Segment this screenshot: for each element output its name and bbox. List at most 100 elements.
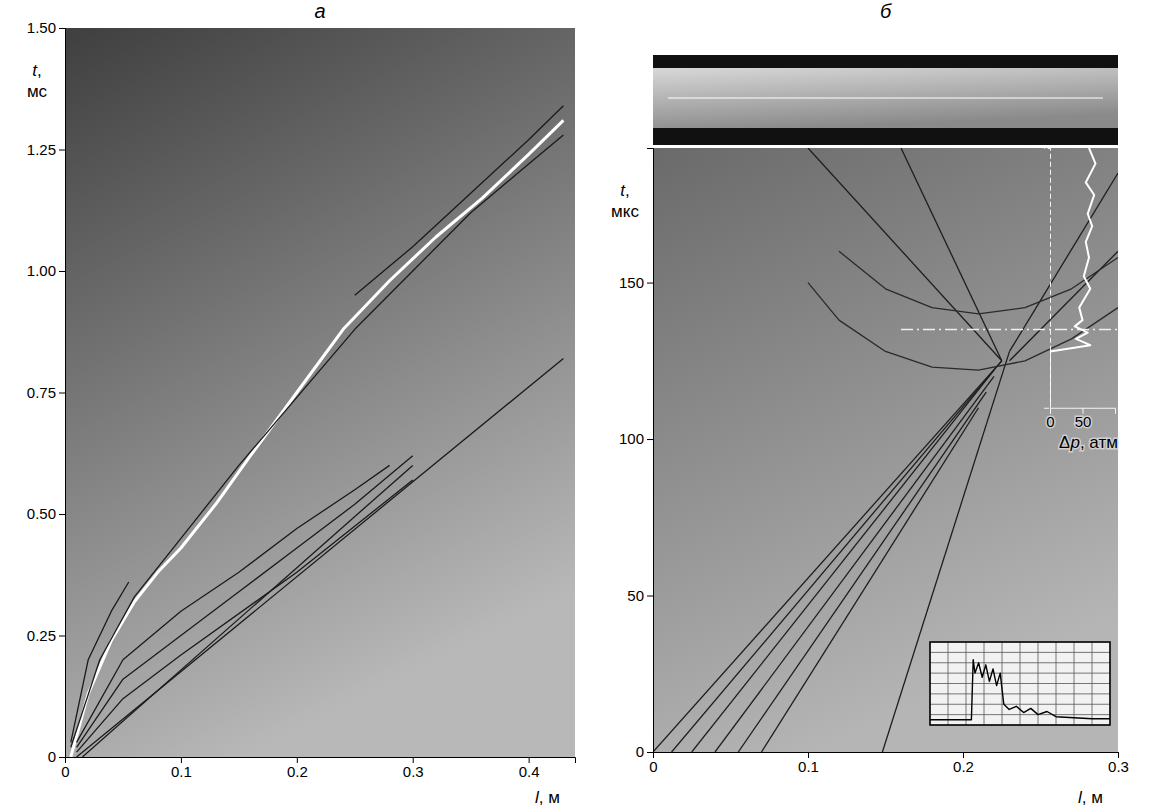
tick: 0.2 bbox=[953, 752, 974, 775]
trace bbox=[355, 106, 564, 296]
axis-line bbox=[66, 758, 576, 764]
tube-bore bbox=[653, 68, 1118, 128]
tick: 1.50 bbox=[27, 19, 65, 36]
tick-label: 0.75 bbox=[27, 384, 56, 401]
tick-label: 0.3 bbox=[1108, 758, 1129, 775]
tick: 0 bbox=[48, 748, 65, 765]
trace bbox=[71, 582, 129, 742]
tick: 150 bbox=[619, 274, 653, 291]
frame bbox=[930, 642, 1110, 725]
plot-area bbox=[71, 106, 564, 757]
tick: 0 bbox=[61, 757, 69, 780]
tube-streak bbox=[668, 98, 1103, 99]
tick-mark bbox=[59, 757, 65, 758]
grid-line bbox=[930, 704, 1110, 705]
tick-mark bbox=[647, 283, 653, 284]
panel-title: б bbox=[880, 0, 892, 22]
grid-line bbox=[930, 714, 1110, 715]
axis-line bbox=[1044, 149, 1051, 409]
chart-svg: 0 0.1 0.2 0.3 0.4 0 0.25 0.50 0.75 1.00 1.25 1.50 а l… bbox=[0, 0, 1152, 810]
tick: 0.3 bbox=[403, 757, 424, 780]
x-axis: 0 0.1 0.2 0.3 0.4 bbox=[61, 757, 575, 780]
tick-label: 1.50 bbox=[27, 19, 56, 36]
trace bbox=[71, 120, 564, 757]
grid-line bbox=[930, 693, 1110, 694]
tick-label: 0 bbox=[61, 763, 69, 780]
plot-area bbox=[653, 148, 1118, 752]
grid-line bbox=[930, 652, 1110, 653]
tick: 0.4 bbox=[519, 757, 540, 780]
tick-label: 1.00 bbox=[27, 262, 56, 279]
tick: 0.75 bbox=[27, 384, 65, 401]
tick-label: 0 bbox=[636, 743, 644, 760]
tick: 0.1 bbox=[171, 757, 192, 780]
tick: 1.25 bbox=[27, 141, 65, 158]
grid-line bbox=[930, 662, 1110, 663]
tick-label: 50 bbox=[627, 587, 644, 604]
y-axis: 0 50 100 150 bbox=[619, 149, 654, 761]
x-axis-title: Δp, атм bbox=[1059, 433, 1118, 452]
plot-area bbox=[930, 660, 1110, 720]
trace bbox=[1050, 148, 1096, 408]
tick: 0 bbox=[649, 752, 657, 775]
axis-line bbox=[59, 29, 66, 758]
tick-label: 0.50 bbox=[27, 505, 56, 522]
tick-mark bbox=[59, 636, 65, 637]
chart-0: 0 0.1 0.2 0.3 0.4 0 0.25 0.50 0.75 1.00 1.25 1.50 а l… bbox=[27, 0, 576, 807]
tick-mark bbox=[647, 596, 653, 597]
tick: 1.00 bbox=[27, 262, 65, 279]
x-axis-title: l, м bbox=[535, 788, 560, 807]
tick: 50 bbox=[1075, 408, 1092, 431]
y-axis-title: t,мкс bbox=[611, 181, 639, 221]
tick: 0 bbox=[636, 743, 653, 760]
trace bbox=[77, 456, 413, 748]
panel-title: а bbox=[314, 0, 325, 22]
trace bbox=[71, 135, 564, 747]
tube-photo bbox=[653, 55, 1118, 145]
tick-mark bbox=[59, 150, 65, 151]
x-axis: 0 50 bbox=[1046, 408, 1115, 431]
chart-3 bbox=[930, 642, 1110, 725]
trace bbox=[77, 358, 564, 757]
trace bbox=[82, 465, 412, 757]
tick-label: 0.1 bbox=[171, 763, 192, 780]
tick: 0.25 bbox=[27, 627, 65, 644]
x-axis-title: l, м bbox=[1078, 788, 1103, 807]
grid-line bbox=[930, 683, 1110, 684]
tick-label: 0.25 bbox=[27, 627, 56, 644]
tick: 0.50 bbox=[27, 505, 65, 522]
y-axis-title: t,мс bbox=[27, 61, 48, 101]
axis-line bbox=[647, 149, 654, 753]
y-axis bbox=[1044, 149, 1051, 409]
tick-label: 0 bbox=[649, 758, 657, 775]
tick-label: 0 bbox=[1046, 413, 1054, 430]
trace bbox=[77, 480, 413, 752]
tick-label: 0.2 bbox=[953, 758, 974, 775]
tick-label: 0.3 bbox=[403, 763, 424, 780]
plot-background bbox=[65, 28, 575, 757]
tick: 0.2 bbox=[287, 757, 308, 780]
axis-line bbox=[654, 753, 1119, 759]
tick: 100 bbox=[619, 430, 653, 447]
tick: 0.3 bbox=[1108, 752, 1129, 775]
inset-background bbox=[930, 642, 1110, 725]
tick-label: 1.25 bbox=[27, 141, 56, 158]
trace bbox=[839, 251, 1118, 314]
trace bbox=[901, 329, 1118, 330]
figure: 0 0.1 0.2 0.3 0.4 0 0.25 0.50 0.75 1.00 1.25 1.50 а l… bbox=[0, 0, 1152, 810]
tick-label: 0.2 bbox=[287, 763, 308, 780]
chart-1: 0 0.1 0.2 0.3 0 50 100 150 б l, м t,мкс bbox=[611, 0, 1129, 807]
tick-label: 150 bbox=[619, 274, 644, 291]
grid bbox=[930, 642, 1110, 725]
plot-background bbox=[653, 148, 1118, 752]
trace bbox=[77, 465, 390, 742]
y-axis: 0 0.25 0.50 0.75 1.00 1.25 1.50 bbox=[27, 19, 66, 765]
tick-mark bbox=[59, 393, 65, 394]
tick-mark bbox=[59, 514, 65, 515]
tick-mark bbox=[59, 28, 65, 29]
tick-mark bbox=[59, 271, 65, 272]
tick: 0.1 bbox=[798, 752, 819, 775]
tick: 0 bbox=[1046, 408, 1054, 431]
trace bbox=[930, 660, 1110, 720]
chart-2: 0 50 Δp, атм bbox=[1044, 148, 1118, 452]
